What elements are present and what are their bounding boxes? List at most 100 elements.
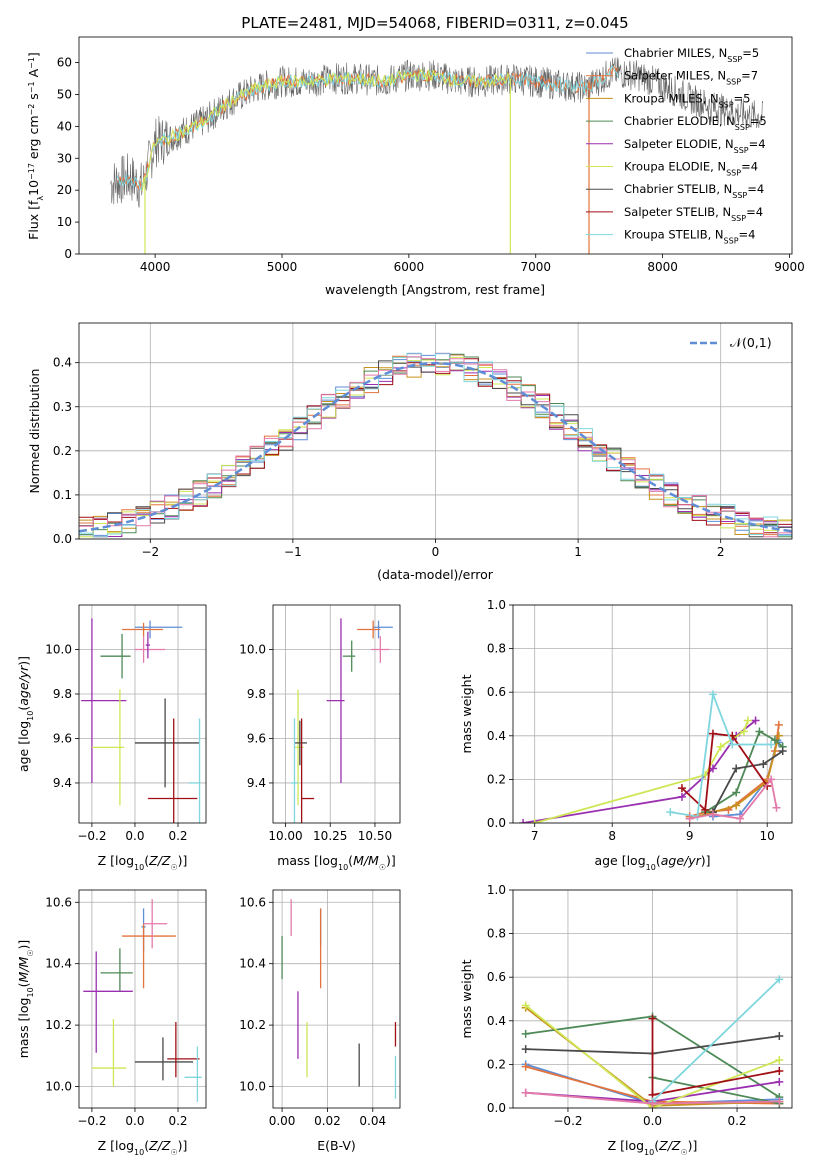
residual-histogram bbox=[79, 358, 792, 534]
legend-label: Kroupa ELODIE, NSSP=4 bbox=[624, 160, 758, 178]
x-tick-label: 10.00 bbox=[268, 829, 302, 843]
y-tick-label: 0.1 bbox=[53, 488, 72, 502]
residual-histogram bbox=[79, 356, 792, 538]
y-axis-label: Normed distribution bbox=[27, 369, 42, 494]
y-tick-label: 10.6 bbox=[239, 895, 266, 909]
x-tick-label: 7000 bbox=[520, 260, 551, 274]
legend-label: Salpeter STELIB, NSSP=4 bbox=[624, 205, 763, 223]
y-tick-label: 10.6 bbox=[45, 895, 72, 909]
massweight-marker bbox=[708, 729, 717, 738]
y-tick-label: 9.6 bbox=[53, 731, 72, 745]
x-tick-label: 9000 bbox=[774, 260, 805, 274]
massweight-marker bbox=[666, 808, 675, 817]
massweight-marker bbox=[775, 1056, 784, 1065]
y-tick-label: 10 bbox=[57, 215, 72, 229]
x-tick-label: 0.2 bbox=[168, 829, 187, 843]
massweight-marker bbox=[728, 740, 737, 749]
plot-area-residuals bbox=[79, 352, 792, 538]
x-axis-label: E(B-V) bbox=[317, 1138, 356, 1153]
massweight-marker bbox=[774, 731, 783, 740]
massweight-marker bbox=[775, 975, 784, 984]
massweight-marker bbox=[775, 1077, 784, 1086]
massweight-marker bbox=[772, 803, 781, 812]
y-tick-label: 10.4 bbox=[45, 957, 72, 971]
massweight-marker bbox=[739, 727, 748, 736]
massweight-line bbox=[712, 750, 784, 813]
massweight-line bbox=[525, 1004, 780, 1108]
plot-area-massweight_vs_Z bbox=[521, 975, 784, 1108]
legend-label: Salpeter MILES, NSSP=7 bbox=[624, 69, 758, 87]
massweight-marker bbox=[755, 727, 764, 736]
massweight-marker bbox=[732, 764, 741, 773]
y-tick-label: 9.4 bbox=[247, 776, 266, 790]
y-tick-label: 1.0 bbox=[487, 598, 506, 612]
massweight-marker bbox=[759, 760, 768, 769]
x-tick-label: 0.0 bbox=[643, 1114, 662, 1128]
y-tick-label: 40 bbox=[57, 119, 72, 133]
x-axis-label: Z [log10(Z/Z☉)] bbox=[98, 1138, 188, 1157]
plot-layer: 4000 5000 6000 7000 8000 90000102030405060Cha… bbox=[16, 36, 805, 1157]
x-tick-label: 7 bbox=[531, 829, 539, 843]
massweight-marker bbox=[775, 1032, 784, 1041]
massweight-marker bbox=[751, 716, 760, 725]
y-tick-label: 10.0 bbox=[45, 642, 72, 656]
y-tick-label: 10.0 bbox=[45, 1080, 72, 1094]
x-tick-label: 0.2 bbox=[727, 1114, 746, 1128]
massweight-marker bbox=[677, 792, 686, 801]
x-axis-label: wavelength [Angstrom, rest frame] bbox=[325, 282, 545, 297]
y-tick-label: 1.0 bbox=[487, 883, 506, 897]
massweight-marker bbox=[770, 736, 779, 745]
axes-mass_vs_ebv: 0.00 0.02 0.04 10.0 10.2 10.4 10.6 E(B-V) bbox=[239, 889, 401, 1153]
massweight-marker bbox=[732, 788, 741, 797]
normal-curve bbox=[79, 361, 792, 533]
x-tick-label: 10.50 bbox=[358, 829, 392, 843]
y-tick-label: 10.2 bbox=[45, 1018, 72, 1032]
legend-label: Chabrier ELODIE, NSSP=5 bbox=[624, 114, 767, 132]
y-tick-label: 20 bbox=[57, 183, 72, 197]
axes-frame bbox=[78, 889, 207, 1109]
y-tick-label: 10.4 bbox=[239, 957, 266, 971]
massweight-marker bbox=[767, 740, 776, 749]
x-tick-label: −1 bbox=[284, 545, 302, 559]
plot-area-age_vs_Z bbox=[81, 618, 201, 823]
x-tick-label: −2 bbox=[141, 545, 159, 559]
y-tick-label: 10.0 bbox=[239, 642, 266, 656]
plot-area-mass_vs_Z bbox=[83, 899, 202, 1102]
x-tick-label: −0.2 bbox=[77, 829, 106, 843]
y-tick-label: 50 bbox=[57, 87, 72, 101]
y-tick-label: 30 bbox=[57, 151, 72, 165]
massweight-marker bbox=[521, 1029, 530, 1038]
x-tick-label: 0.02 bbox=[314, 1114, 341, 1128]
x-tick-label: 6000 bbox=[394, 260, 425, 274]
massweight-marker bbox=[743, 716, 752, 725]
axes-frame bbox=[78, 36, 793, 255]
massweight-marker bbox=[521, 1088, 530, 1097]
axes-age_vs_Z: −0.2 0.0 0.2 9.4 9.6 9.8 10.0 Z [log10(Z/Z☉)] ag… bbox=[16, 604, 207, 872]
axes-frame bbox=[512, 889, 793, 1109]
x-axis-label: age [log10(age/yr)] bbox=[594, 853, 710, 872]
x-tick-label: 2 bbox=[717, 545, 725, 559]
massweight-marker bbox=[530, 819, 539, 823]
legend-label: Kroupa MILES, NSSP=5 bbox=[624, 91, 750, 109]
massweight-marker bbox=[677, 784, 686, 793]
massweight-marker bbox=[521, 1001, 530, 1010]
y-axis-label: mass weight bbox=[459, 959, 474, 1038]
model-spectrum bbox=[141, 68, 510, 192]
y-tick-label: 0.0 bbox=[53, 532, 72, 546]
massweight-marker bbox=[716, 742, 725, 751]
y-tick-label: 0.4 bbox=[53, 356, 72, 370]
x-tick-label: 0.0 bbox=[125, 1114, 144, 1128]
plot-area-spectrum bbox=[110, 57, 764, 254]
massweight-marker bbox=[775, 1066, 784, 1075]
axes-frame bbox=[272, 604, 401, 824]
axes-massweight_vs_age: 7 8 9 10 0.0 0.2 0.4 0.6 0.8 1.0 age [log10(age/yr… bbox=[459, 598, 793, 872]
axes-frame bbox=[78, 322, 793, 540]
y-axis-label: age [log10(age/yr)] bbox=[16, 656, 35, 772]
figure-title: PLATE=2481, MJD=54068, FIBERID=0311, z=0… bbox=[241, 14, 628, 32]
y-tick-label: 0.8 bbox=[487, 642, 506, 656]
legend-label: Salpeter ELODIE, NSSP=4 bbox=[624, 137, 766, 155]
x-tick-label: 4000 bbox=[140, 260, 171, 274]
axes-spectrum: 4000 5000 6000 7000 8000 9000 0 10 20 30 40 50 60 Cha… bbox=[26, 36, 805, 297]
model-spectrum bbox=[116, 65, 619, 192]
